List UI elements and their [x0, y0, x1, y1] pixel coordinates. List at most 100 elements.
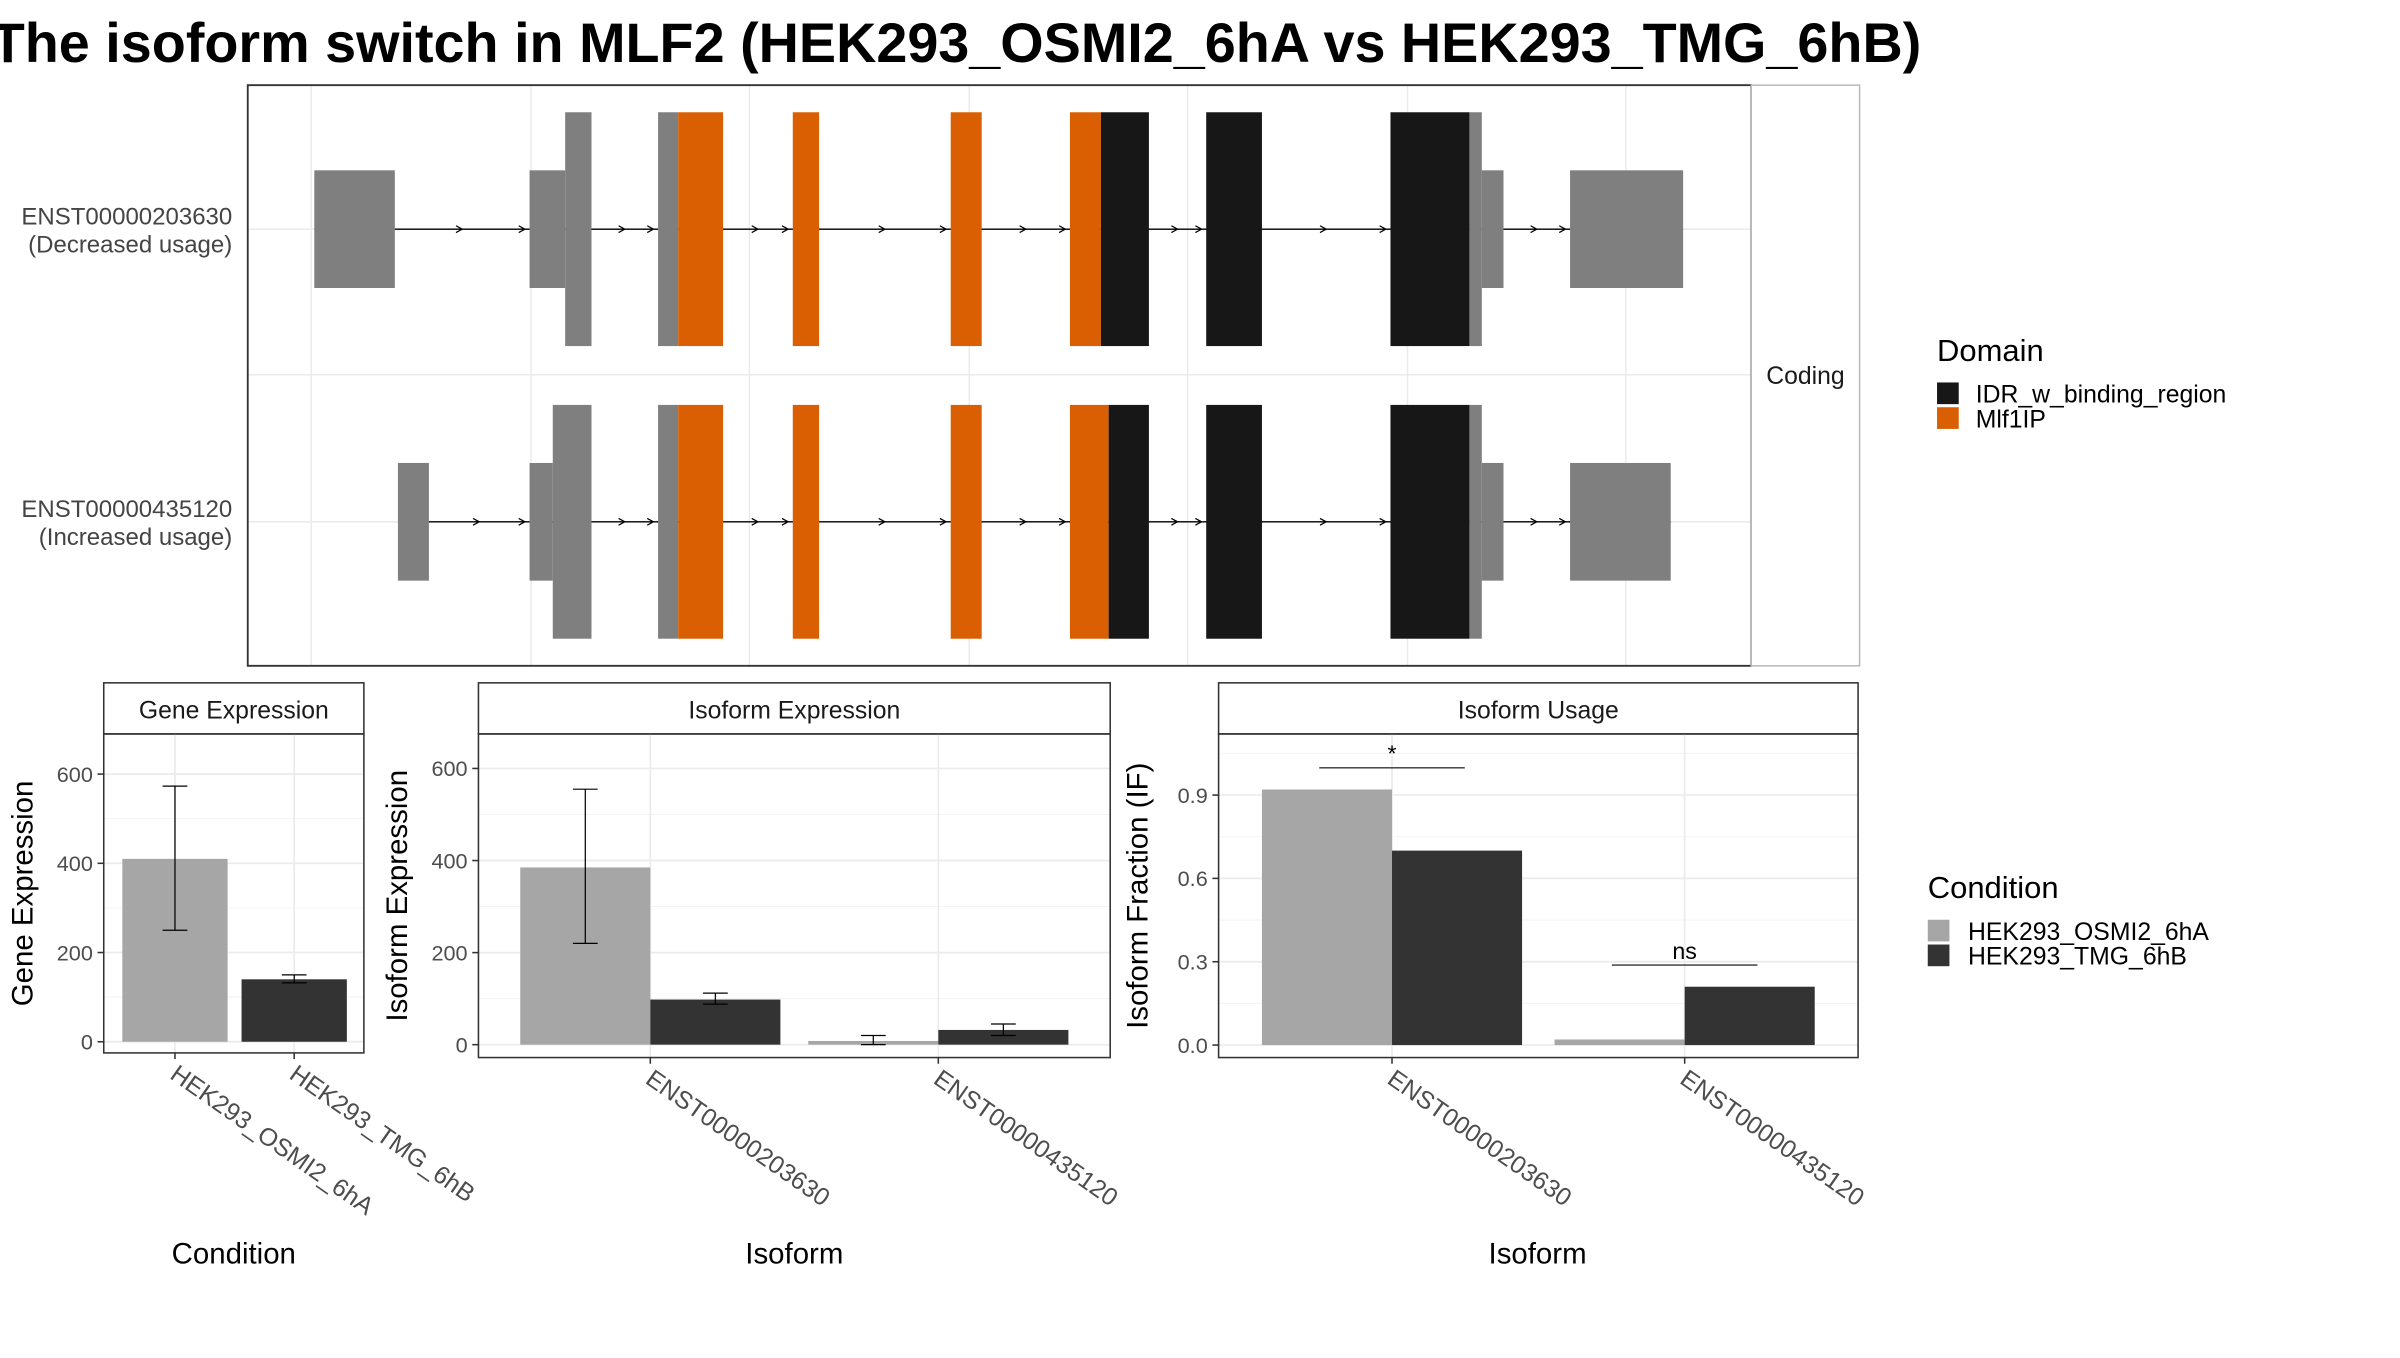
bar-HEK293_OSMI2_6hA-ENST00000435120: [1554, 1039, 1685, 1046]
bars: [520, 788, 1069, 1046]
y-tick-label: 200: [431, 940, 467, 965]
exon-utr: [314, 170, 395, 289]
bar-HEK293_TMG_6hB-ENST00000435120: [938, 1029, 1069, 1045]
bar-HEK293_TMG_6hB-ENST00000203630: [650, 999, 781, 1045]
panel-strip-label: Gene Expression: [139, 697, 329, 724]
intron-arrow: [1058, 225, 1067, 234]
intron-arrow: [455, 225, 464, 234]
exon-idr_w_binding_region: [1100, 112, 1149, 347]
exon-utr: [397, 462, 429, 581]
transcript-rows: [314, 112, 1684, 639]
intron-arrow: [618, 517, 627, 526]
y-tick-label: 0: [456, 1032, 468, 1057]
exon-cds: [1469, 404, 1482, 639]
intron-arrow: [1319, 517, 1328, 526]
y-tick-label: 0.0: [1178, 1033, 1208, 1058]
y-tick-label: 0.3: [1178, 949, 1208, 974]
exon-utr: [1570, 462, 1671, 581]
y-tick-label: 0: [81, 1030, 93, 1055]
exon-utr: [1481, 170, 1504, 289]
y-axis-title: Isoform Expression: [381, 770, 414, 1022]
exon-mlf1ip: [678, 404, 724, 639]
intron-arrow: [1171, 225, 1179, 234]
exon-cds: [658, 404, 679, 639]
intron-arrow: [1171, 517, 1179, 526]
intron-arrow: [1530, 517, 1539, 526]
exon-cds: [1469, 112, 1482, 347]
intron-arrow: [781, 517, 790, 526]
intron-arrow: [939, 225, 948, 234]
x-tick-label: ENST00000203630: [1382, 1065, 1576, 1212]
exon-mlf1ip: [1069, 112, 1101, 347]
intron-arrow: [1019, 517, 1028, 526]
domain-legend-swatch-idr: [1937, 382, 1959, 405]
x-tick-label: ENST00000435120: [929, 1065, 1123, 1212]
condition-legend-swatch-tmg: [1927, 944, 1950, 967]
exon-idr_w_binding_region: [1390, 404, 1470, 639]
bars: [122, 785, 347, 1042]
x-axis-title: Isoform: [745, 1237, 843, 1270]
exon-mlf1ip: [792, 112, 820, 347]
y-tick-label: 400: [57, 851, 93, 876]
x-tick-label: ENST00000203630: [641, 1065, 835, 1212]
exon-utr: [1570, 170, 1684, 289]
transcript-2-label: ENST00000435120: [21, 496, 232, 523]
transcript-ENST00000435120: [397, 404, 1671, 639]
panel-border: [1217, 733, 1859, 1059]
condition-legend-title: Condition: [1928, 870, 2059, 905]
exon-idr_w_binding_region: [1206, 404, 1262, 639]
exon-idr_w_binding_region: [1390, 112, 1470, 347]
x-axis-title: Condition: [172, 1237, 296, 1270]
coding-strip-label: Coding: [1766, 363, 1844, 390]
intron-arrow: [1019, 225, 1028, 234]
intron-arrow: [939, 517, 948, 526]
intron-arrow: [472, 517, 481, 526]
significance-label: *: [1387, 741, 1396, 767]
bar-HEK293_TMG_6hB-ENST00000203630: [1392, 850, 1523, 1046]
intron-arrow: [618, 225, 627, 234]
exon-cds: [658, 112, 679, 347]
bar-HEK293_OSMI2_6hA-ENST00000203630: [1261, 789, 1393, 1046]
transcript-1-sublabel: (Decreased usage): [28, 231, 232, 258]
intron-arrow: [1530, 225, 1539, 234]
bar-panels: Gene Expression 0 200 400 600 HEK293_OSMI2_6h…: [7, 682, 1869, 1270]
domain-legend-label-idr: IDR_w_binding_region: [1976, 382, 2227, 409]
intron-arrow: [646, 225, 655, 234]
intron-arrow: [1058, 517, 1067, 526]
intron-arrow: [1319, 225, 1328, 234]
intron-arrow: [1379, 517, 1388, 526]
intron-arrow: [1558, 517, 1567, 526]
panel-strip: [102, 682, 365, 735]
panel-isoform-usage: Isoform Usage * ns 0.0 0.3 0.6 0.9 ENST00000203…: [1121, 682, 1869, 1270]
exon-idr_w_binding_region: [1108, 404, 1149, 639]
chart-title: The isoform switch in MLF2 (HEK293_OSMI2…: [0, 12, 1921, 74]
y-axis-title: Gene Expression: [7, 781, 40, 1007]
y-tick-label: 200: [57, 940, 93, 965]
bar-HEK293_TMG_6hB: [241, 979, 347, 1042]
exon-utr: [529, 462, 553, 581]
intron-arrow: [646, 517, 655, 526]
intron-arrow: [1195, 225, 1203, 234]
exon-mlf1ip: [1069, 404, 1109, 639]
intron-arrow: [518, 517, 527, 526]
transcript-panel: Coding ENST00000203630 (Decreased usage)…: [21, 84, 1861, 667]
intron-arrow: [878, 517, 887, 526]
exon-mlf1ip: [792, 404, 820, 639]
panel-border: [102, 733, 365, 1054]
intron-arrow: [781, 225, 790, 234]
y-tick-label: 600: [57, 762, 93, 787]
domain-legend-swatch-mlf1ip: [1937, 407, 1959, 429]
exon-mlf1ip: [678, 112, 724, 347]
coding-strip: [1750, 84, 1861, 667]
intron-arrow: [518, 225, 527, 234]
transcript-1-label: ENST00000203630: [21, 204, 232, 231]
panel-strip: [1217, 682, 1859, 735]
exon-mlf1ip: [950, 112, 982, 347]
domain-legend-title: Domain: [1937, 333, 2044, 368]
bar-HEK293_TMG_6hB-ENST00000435120: [1684, 986, 1815, 1046]
x-tick-label: HEK293_OSMI2_6hA: [165, 1060, 378, 1221]
x-axis-title: Isoform: [1489, 1237, 1587, 1270]
y-axis-title: Isoform Fraction (IF): [1121, 763, 1154, 1029]
